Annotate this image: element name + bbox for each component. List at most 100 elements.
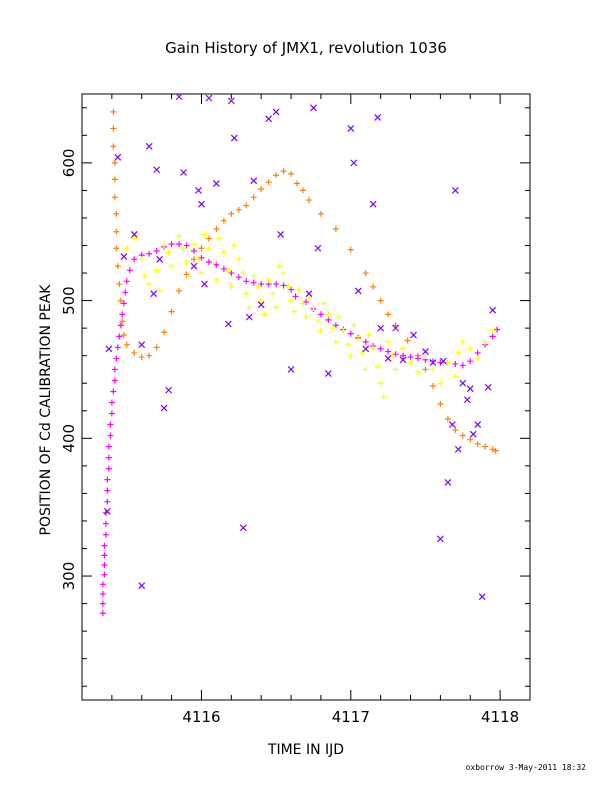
data-point — [235, 274, 242, 281]
data-point — [103, 507, 111, 515]
data-point — [489, 327, 496, 334]
data-point — [145, 142, 153, 150]
x-tick-label: 4118 — [481, 708, 519, 726]
data-point — [122, 289, 129, 296]
data-point — [305, 197, 312, 204]
data-point — [362, 338, 369, 345]
data-point — [105, 454, 112, 461]
data-point — [436, 535, 444, 543]
data-point — [385, 311, 392, 318]
data-point — [444, 478, 452, 486]
data-point — [422, 352, 429, 359]
data-point — [153, 267, 160, 274]
data-point — [362, 366, 369, 373]
data-point — [120, 300, 127, 307]
data-point — [347, 246, 354, 253]
data-point — [459, 338, 466, 345]
data-point — [350, 322, 357, 329]
data-point — [153, 166, 161, 174]
data-point — [176, 232, 183, 239]
data-point — [332, 322, 339, 329]
data-point — [258, 281, 265, 288]
data-point — [400, 352, 407, 359]
data-point — [168, 308, 175, 315]
data-point — [198, 270, 205, 277]
data-point — [369, 200, 377, 208]
data-point — [198, 254, 205, 261]
data-point — [467, 345, 474, 352]
chart-title: Gain History of JMX1, revolution 1036 — [165, 39, 447, 57]
data-point — [459, 379, 467, 387]
data-point — [120, 332, 127, 339]
data-point — [489, 333, 496, 340]
data-point — [399, 356, 407, 364]
data-point — [239, 524, 247, 532]
data-point — [123, 278, 130, 285]
data-point — [467, 436, 474, 443]
data-point — [280, 282, 287, 289]
data-point — [101, 571, 108, 578]
data-point — [131, 235, 138, 242]
data-point — [474, 440, 481, 447]
data-point — [415, 369, 421, 376]
data-point — [160, 404, 168, 412]
data-point — [224, 320, 232, 328]
data-point — [489, 446, 496, 453]
data-point — [492, 447, 499, 454]
data-point — [347, 352, 354, 359]
data-point — [227, 97, 235, 105]
data-point — [228, 270, 235, 277]
y-tick-label: 500 — [60, 286, 78, 315]
data-point — [183, 271, 190, 278]
data-point — [380, 394, 387, 400]
data-point — [117, 322, 124, 329]
data-point — [305, 290, 313, 298]
data-point — [258, 186, 265, 193]
data-point — [317, 210, 324, 217]
data-point — [153, 344, 160, 351]
data-point — [114, 263, 121, 270]
data-point — [261, 311, 268, 318]
data-point — [295, 286, 302, 293]
data-point — [205, 245, 212, 252]
data-point — [320, 300, 327, 307]
data-point — [469, 430, 477, 438]
data-point — [102, 531, 109, 538]
data-point — [146, 352, 153, 359]
data-point — [175, 93, 183, 101]
data-point — [101, 562, 108, 569]
data-point — [130, 231, 138, 238]
data-point — [365, 332, 372, 339]
data-point — [429, 382, 436, 389]
data-point — [494, 326, 501, 333]
data-point — [99, 590, 106, 597]
data-point — [384, 355, 392, 362]
data-point — [117, 297, 124, 304]
data-point — [250, 272, 257, 279]
data-point — [484, 383, 492, 391]
data-point — [220, 217, 227, 224]
data-point — [180, 169, 187, 176]
data-point — [114, 344, 121, 351]
data-point — [108, 410, 115, 417]
data-point — [374, 113, 382, 121]
data-point — [354, 287, 362, 295]
axis-tick-labels: 4116 4117 4118 300 400 500 600 — [60, 149, 519, 726]
data-point — [410, 331, 417, 339]
data-point — [300, 187, 307, 194]
data-point — [444, 359, 451, 366]
data-point — [288, 170, 295, 177]
data-point — [448, 421, 456, 428]
series-3 — [103, 93, 497, 601]
data-point — [205, 94, 213, 102]
data-point — [105, 465, 112, 472]
footer-credit: oxborrow 3-May-2011 18:32 — [466, 763, 587, 772]
data-point — [161, 242, 168, 249]
data-point — [114, 153, 122, 161]
plot-frame — [81, 93, 531, 701]
data-point — [377, 324, 385, 332]
data-point — [110, 108, 117, 115]
data-point — [265, 115, 273, 123]
data-point — [294, 180, 301, 187]
data-point — [444, 416, 451, 423]
